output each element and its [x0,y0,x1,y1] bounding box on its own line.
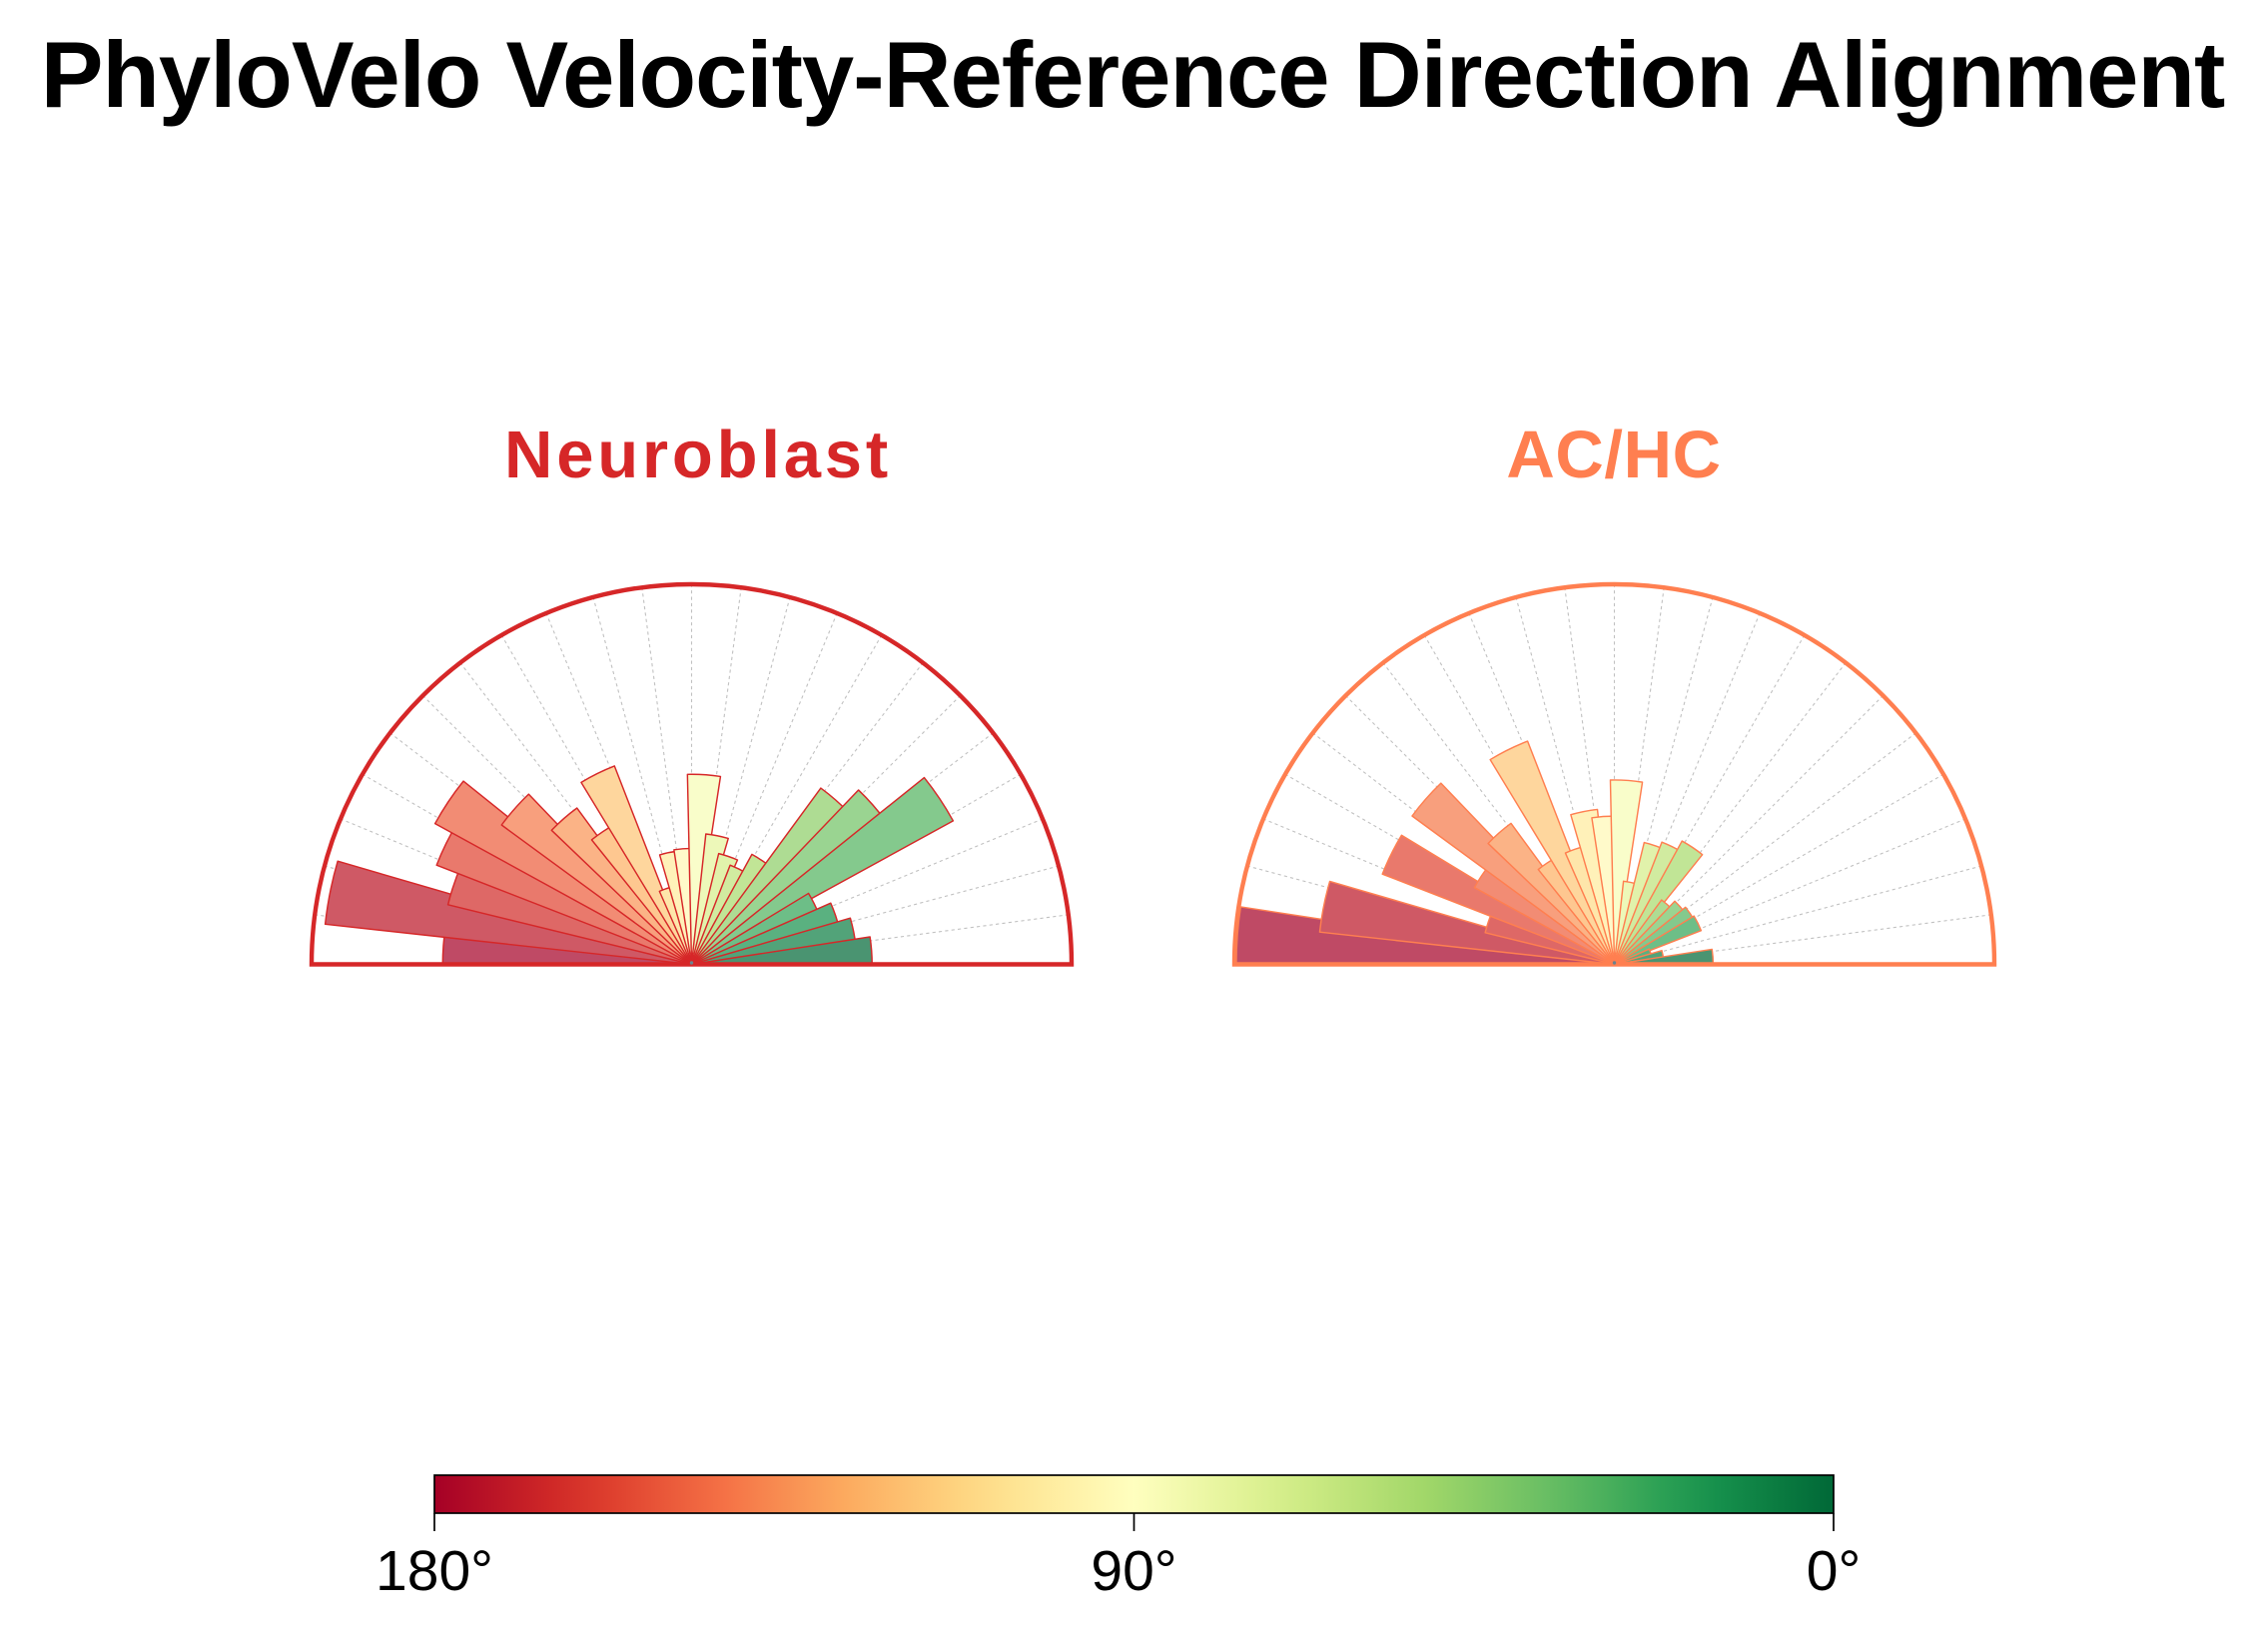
svg-text:90°: 90° [1091,1539,1176,1603]
svg-text:Neuroblast: Neuroblast [504,417,892,492]
svg-text:0°: 0° [1807,1539,1862,1603]
svg-text:AC/HC: AC/HC [1506,417,1721,492]
svg-text:180°: 180° [376,1539,493,1603]
svg-text:PhyloVelo Velocity-Reference D: PhyloVelo Velocity-Reference Direction A… [41,22,2225,127]
